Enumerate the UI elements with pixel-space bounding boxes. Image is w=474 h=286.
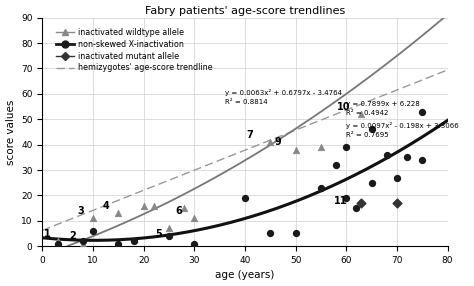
Point [342, 145, 350, 150]
Point [150, 203, 157, 208]
Text: 1: 1 [44, 229, 51, 239]
Point [393, 175, 401, 180]
Point [79, 239, 87, 243]
Point [419, 158, 426, 162]
Point [181, 206, 188, 210]
Point [358, 201, 365, 205]
Point [368, 127, 375, 132]
Point [317, 145, 325, 150]
Point [140, 203, 147, 208]
Text: 11: 11 [335, 196, 348, 206]
Point [89, 216, 97, 221]
Point [54, 241, 61, 246]
Text: 5: 5 [155, 229, 162, 239]
Point [54, 239, 61, 243]
Text: 9: 9 [274, 137, 281, 147]
Point [266, 140, 274, 144]
Text: 7: 7 [246, 130, 254, 140]
Text: 10: 10 [337, 102, 350, 112]
Point [165, 234, 173, 238]
Point [89, 229, 97, 233]
Text: 2: 2 [69, 231, 76, 241]
Text: 3: 3 [77, 206, 84, 216]
Point [266, 231, 274, 236]
Title: Fabry patients' age-score trendlines: Fabry patients' age-score trendlines [145, 5, 345, 15]
Point [383, 152, 391, 157]
Point [368, 180, 375, 185]
Point [191, 241, 198, 246]
Point [342, 196, 350, 200]
Point [353, 206, 360, 210]
Point [403, 155, 411, 160]
Point [191, 216, 198, 221]
Point [165, 226, 173, 231]
Point [393, 201, 401, 205]
X-axis label: age (years): age (years) [215, 271, 274, 281]
Point [292, 231, 300, 236]
Legend: inactivated wildtype allele, non-skewed X-inactivation, inactivated mutant allel: inactivated wildtype allele, non-skewed … [55, 26, 214, 74]
Point [332, 163, 340, 167]
Text: 6: 6 [176, 206, 182, 216]
Point [241, 196, 249, 200]
Y-axis label: score values: score values [6, 99, 16, 165]
Point [419, 109, 426, 114]
Point [79, 241, 87, 246]
Point [115, 241, 122, 246]
Text: y = 0.7899x + 6.228
R² = 0.4942: y = 0.7899x + 6.228 R² = 0.4942 [346, 102, 420, 116]
Point [292, 147, 300, 152]
Point [358, 112, 365, 116]
Text: y = 0.0097x² - 0.198x + 3.3066
R² = 0.7695: y = 0.0097x² - 0.198x + 3.3066 R² = 0.76… [346, 122, 459, 138]
Text: y = 0.0063x² + 0.6797x - 3.4764
R² = 0.8814: y = 0.0063x² + 0.6797x - 3.4764 R² = 0.8… [225, 89, 342, 105]
Point [317, 186, 325, 190]
Point [115, 211, 122, 215]
Point [130, 239, 137, 243]
Text: 4: 4 [102, 201, 109, 210]
